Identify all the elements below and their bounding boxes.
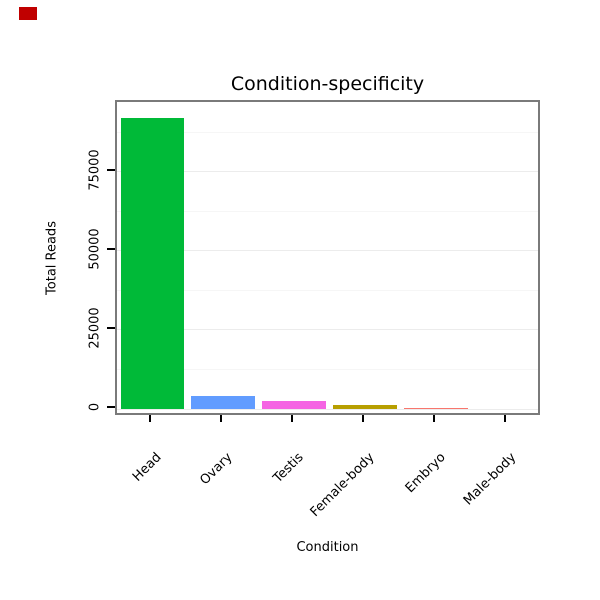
- y-tick: [107, 247, 115, 250]
- red-marker: [19, 7, 37, 20]
- x-tick: [361, 415, 364, 422]
- chart-title: Condition-specificity: [230, 73, 425, 95]
- x-tick-label-female-body: Female-body: [307, 450, 378, 520]
- y-tick-label: 50000: [87, 228, 103, 270]
- y-tick-label: 75000: [87, 148, 103, 191]
- y-tick-label: 25000: [87, 307, 103, 349]
- x-tick: [291, 415, 294, 422]
- y-axis-title: Total Reads: [44, 221, 60, 295]
- bar-testis: [262, 400, 326, 410]
- gridline-major: [117, 250, 538, 252]
- x-axis-title: Condition: [296, 540, 359, 555]
- x-tick: [149, 415, 152, 422]
- bar-head: [120, 117, 185, 410]
- x-tick: [503, 415, 506, 422]
- bar-embryo: [403, 407, 468, 410]
- gridline-minor: [117, 369, 538, 370]
- gridline-minor: [117, 210, 538, 212]
- x-tick-label-head: Head: [130, 450, 166, 485]
- y-tick: [107, 326, 115, 329]
- x-tick: [220, 415, 223, 422]
- gridlines-layer: [117, 102, 538, 413]
- bar-ovary: [191, 395, 256, 410]
- x-tick-label-embryo: Embryo: [402, 450, 449, 497]
- y-tick-label: 0: [87, 402, 103, 412]
- x-tick-label-ovary: Ovary: [197, 450, 236, 489]
- gridline-minor: [117, 289, 538, 291]
- x-tick: [432, 415, 435, 422]
- bar-female-body: [333, 404, 397, 410]
- bars-layer: [117, 102, 538, 413]
- x-tick-label-testis: Testis: [270, 450, 307, 487]
- plot-panel: [115, 100, 540, 415]
- gridline-major: [117, 408, 538, 410]
- y-tick: [107, 406, 115, 409]
- gridline-major: [117, 329, 538, 331]
- y-tick: [107, 168, 115, 171]
- gridline-minor: [117, 131, 538, 133]
- gridline-major: [117, 171, 538, 173]
- x-tick-label-male-body: Male-body: [460, 450, 520, 509]
